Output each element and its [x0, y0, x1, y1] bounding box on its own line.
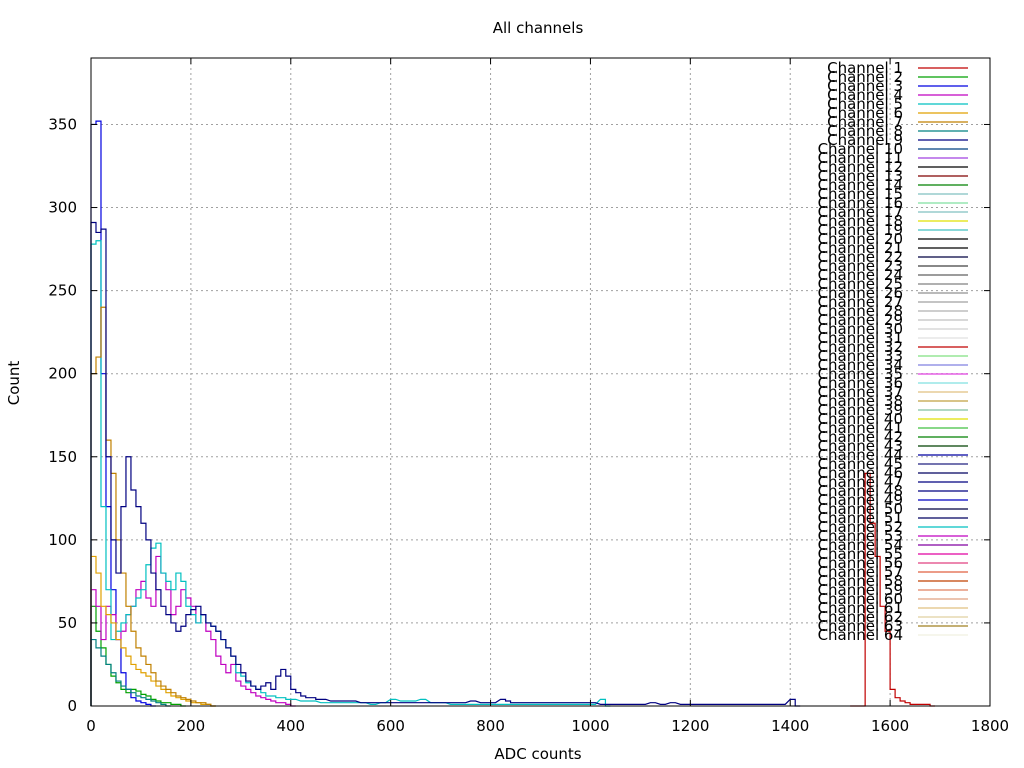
legend-label: Channel 53: [818, 527, 903, 545]
legend-label: Channel 63: [818, 617, 903, 635]
legend-label: Channel 32: [818, 338, 903, 356]
legend-label: Channel 56: [818, 554, 903, 572]
y-tick-label: 300: [48, 199, 77, 217]
series-line-2: [90, 605, 186, 707]
legend-label: Channel 19: [818, 221, 903, 239]
legend-label: Channel 11: [818, 149, 903, 167]
legend-label: Channel 45: [818, 455, 903, 473]
legend-label: Channel 33: [818, 347, 903, 365]
legend-label: Channel 31: [818, 329, 903, 347]
legend-label: Channel 57: [818, 563, 903, 581]
legend-label: Channel 38: [818, 392, 903, 410]
x-tick-label: 600: [376, 717, 405, 735]
series-line-4: [90, 555, 296, 707]
legend-label: Channel 58: [818, 572, 903, 590]
legend-label: Channel 4: [827, 86, 903, 104]
legend-label: Channel 5: [827, 95, 903, 113]
legend-label: Channel 62: [818, 608, 903, 626]
legend-label: Channel 30: [818, 320, 903, 338]
x-tick-label: 200: [177, 717, 206, 735]
series-line-6: [90, 555, 216, 707]
legend-label: Channel 15: [818, 185, 903, 203]
legend-label: Channel 48: [818, 482, 903, 500]
series-line-8: [90, 638, 171, 707]
legend-label: Channel 22: [818, 248, 903, 266]
legend-label: Channel 1: [827, 59, 903, 77]
series-line-3: [90, 120, 156, 707]
legend-label: Channel 42: [818, 428, 903, 446]
legend-label: Channel 35: [818, 365, 903, 383]
y-tick-label: 200: [48, 365, 77, 383]
legend-label: Channel 16: [818, 194, 903, 212]
legend-label: Channel 8: [827, 122, 903, 140]
legend-label: Channel 39: [818, 401, 903, 419]
legend-label: Channel 25: [818, 275, 903, 293]
legend-label: Channel 24: [818, 266, 903, 284]
legend-label: Channel 26: [818, 284, 903, 302]
x-tick-label: 1600: [871, 717, 909, 735]
x-tick-label: 1200: [671, 717, 709, 735]
legend-label: Channel 23: [818, 257, 903, 275]
series-line-9: [90, 221, 801, 707]
legend-label: Channel 3: [827, 77, 903, 95]
y-tick-label: 150: [48, 448, 77, 466]
legend-label: Channel 37: [818, 383, 903, 401]
legend-label: Channel 13: [818, 167, 903, 185]
plot-area: [90, 120, 936, 707]
legend-label: Channel 34: [818, 356, 903, 374]
legend-label: Channel 20: [818, 230, 903, 248]
legend-label: Channel 10: [818, 140, 903, 158]
x-tick-label: 800: [476, 717, 505, 735]
legend-label: Channel 7: [827, 113, 903, 131]
legend-label: Channel 59: [818, 581, 903, 599]
axis-ticks: 0 200 400 600 800 1000 1200 1400 1600 1800 0 50 100 1…: [48, 58, 1009, 735]
legend-label: Channel 49: [818, 491, 903, 509]
x-tick-label: 400: [276, 717, 305, 735]
legend-label: Channel 51: [818, 509, 903, 527]
legend-label: Channel 27: [818, 293, 903, 311]
legend-label: Channel 6: [827, 104, 903, 122]
legend-label: Channel 14: [818, 176, 903, 194]
y-tick-label: 50: [58, 614, 77, 632]
x-tick-label: 1400: [771, 717, 809, 735]
series-line-5: [90, 240, 611, 707]
legend-label: Channel 54: [818, 536, 903, 554]
legend-label: Channel 61: [818, 599, 903, 617]
series-line-1: [850, 472, 936, 707]
y-tick-label: 350: [48, 115, 77, 133]
legend-label: Channel 28: [818, 302, 903, 320]
legend-label: Channel 18: [818, 212, 903, 230]
legend-label: Channel 55: [818, 545, 903, 563]
legend-label: Channel 40: [818, 410, 903, 428]
legend-label: Channel 36: [818, 374, 903, 392]
legend-label: Channel 64: [818, 626, 903, 644]
legend-label: Channel 44: [818, 446, 903, 464]
legend-label: Channel 21: [818, 239, 903, 257]
y-tick-label: 250: [48, 282, 77, 300]
legend-label: Channel 2: [827, 68, 903, 86]
y-tick-label: 0: [67, 697, 77, 715]
x-tick-label: 1000: [571, 717, 609, 735]
legend-label: Channel 43: [818, 437, 903, 455]
y-axis-label: Count: [5, 361, 23, 406]
legend-label: Channel 41: [818, 419, 903, 437]
y-tick-label: 100: [48, 531, 77, 549]
legend-label: Channel 12: [818, 158, 903, 176]
plot-frame: [90, 57, 991, 707]
x-tick-label: 0: [86, 717, 96, 735]
legend-label: Channel 9: [827, 131, 903, 149]
x-axis-label: ADC counts: [494, 745, 581, 763]
legend-label: Channel 46: [818, 464, 903, 482]
x-tick-label: 1800: [971, 717, 1009, 735]
chart-title: All channels: [493, 19, 584, 37]
legend-label: Channel 29: [818, 311, 903, 329]
legend-label: Channel 60: [818, 590, 903, 608]
legend-label: Channel 47: [818, 473, 903, 491]
legend-label: Channel 52: [818, 518, 903, 536]
legend-label: Channel 50: [818, 500, 903, 518]
legend-label: Channel 17: [818, 203, 903, 221]
